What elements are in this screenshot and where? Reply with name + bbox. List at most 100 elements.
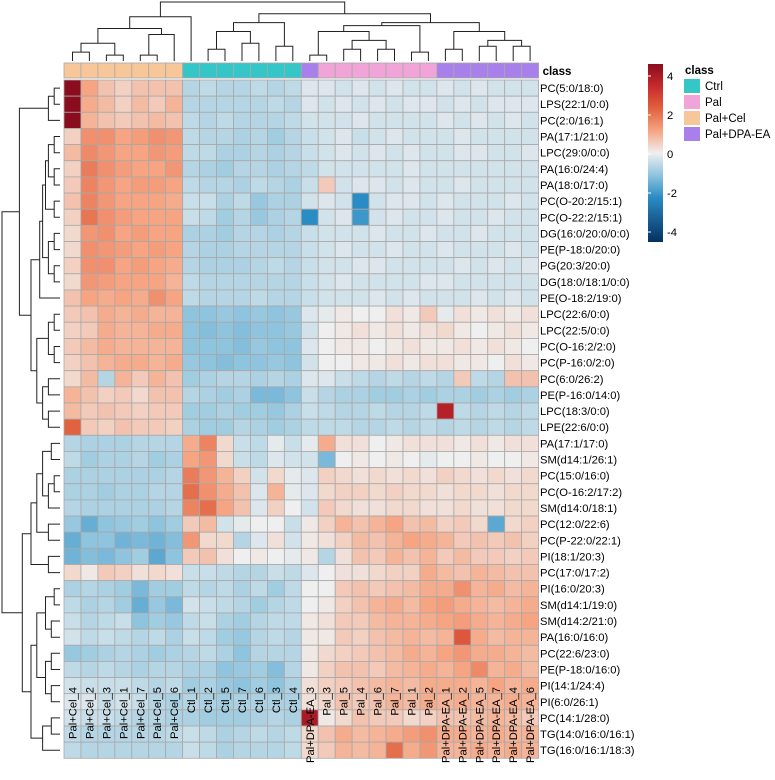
heatmap-cell	[233, 111, 251, 129]
dendrogram-branch	[53, 475, 60, 493]
heatmap-cell	[114, 418, 133, 436]
heatmap-cell	[63, 224, 82, 242]
heatmap-cell	[283, 451, 302, 469]
heatmap-cell	[402, 354, 421, 372]
heatmap-cell	[97, 95, 116, 113]
column-label: Pal_1	[406, 687, 418, 716]
row-label: SM(d14:0/18:1)	[540, 503, 617, 515]
class-annotation-cell	[351, 62, 370, 79]
heatmap-cell	[385, 644, 404, 662]
heatmap-cell	[114, 305, 133, 323]
heatmap-cell	[385, 434, 404, 452]
heatmap-cell	[80, 628, 99, 646]
heatmap-cell	[317, 95, 336, 113]
heatmap-cell	[487, 531, 506, 549]
heatmap-cell	[402, 370, 421, 388]
heatmap-cell	[233, 192, 251, 210]
heatmap-cell	[250, 644, 268, 662]
heatmap-cell	[97, 628, 116, 646]
heatmap-cell	[470, 176, 489, 194]
heatmap-cell	[521, 305, 540, 323]
heatmap-cell	[199, 596, 217, 614]
heatmap-cell	[148, 434, 167, 452]
heatmap-cell	[368, 451, 387, 469]
class-annotation-cell	[436, 62, 455, 79]
heatmap-cell	[199, 257, 217, 275]
dendrogram-branch	[258, 13, 431, 23]
heatmap-cell	[368, 370, 387, 388]
heatmap-cell	[182, 515, 200, 533]
heatmap-cell	[368, 386, 387, 404]
heatmap-cell	[97, 354, 116, 372]
heatmap-cell	[453, 354, 472, 372]
heatmap-cell	[317, 547, 336, 565]
class-annotation-cell	[80, 62, 99, 79]
heatmap-cell	[402, 596, 421, 614]
column-label: Pal+Cel_4	[67, 687, 79, 739]
heatmap-cell	[283, 531, 302, 549]
heatmap-cell	[283, 661, 302, 678]
heatmap-cell	[148, 370, 167, 388]
heatmap-cell	[385, 208, 404, 226]
dendrogram-branch	[30, 259, 40, 372]
heatmap-cell	[470, 628, 489, 646]
heatmap-cell	[504, 305, 523, 323]
heatmap-cell	[419, 418, 438, 436]
heatmap-cell	[470, 370, 489, 388]
heatmap-cell	[148, 467, 167, 485]
heatmap-cell	[334, 644, 353, 662]
row-label: PC(2:0/16:1)	[540, 115, 604, 127]
heatmap-cell	[419, 580, 438, 598]
heatmap-cell	[436, 434, 455, 452]
heatmap-cell	[351, 451, 370, 469]
heatmap-cell	[97, 370, 116, 388]
heatmap-cell	[436, 111, 455, 129]
heatmap-cell	[487, 305, 506, 323]
heatmap-cell	[199, 305, 217, 323]
heatmap-cell	[216, 111, 234, 129]
heatmap-cell	[504, 289, 523, 307]
heatmap-cell	[317, 402, 336, 420]
dendrogram-branch	[411, 51, 429, 61]
heatmap-cell	[504, 257, 523, 275]
heatmap-cell	[250, 128, 268, 145]
legend-title: class	[685, 65, 714, 77]
heatmap-cell	[199, 354, 217, 372]
heatmap-cell	[419, 483, 438, 501]
heatmap-cell	[266, 451, 285, 469]
heatmap-cell	[385, 176, 404, 194]
heatmap-cell	[131, 241, 150, 259]
heatmap-cell	[97, 176, 116, 194]
heatmap-cell	[368, 515, 387, 533]
heatmap-cell	[80, 483, 99, 501]
heatmap-cell	[233, 483, 251, 501]
heatmap-cell	[487, 499, 506, 517]
class-annotation-cell	[368, 62, 387, 79]
heatmap-cell	[80, 111, 99, 129]
heatmap-cell	[300, 192, 319, 210]
heatmap-cell	[368, 547, 387, 565]
heatmap-cell	[470, 192, 489, 210]
heatmap-cell	[131, 111, 150, 129]
heatmap-cell	[419, 354, 438, 372]
heatmap-cell	[487, 580, 506, 598]
heatmap-cell	[436, 144, 455, 162]
heatmap-cell	[317, 241, 336, 259]
heatmap-cell	[182, 79, 200, 97]
heatmap-cell	[368, 321, 387, 339]
heatmap-cell	[334, 321, 353, 339]
dendrogram-branch	[512, 45, 531, 61]
heatmap-cell	[317, 257, 336, 275]
row-label: PI(18:1/20:3)	[540, 551, 605, 563]
heatmap-cell	[385, 95, 404, 113]
heatmap-cell	[250, 661, 268, 678]
heatmap-cell	[368, 176, 387, 194]
heatmap-cell	[402, 176, 421, 194]
heatmap-cell	[283, 95, 302, 113]
heatmap-cell	[216, 531, 234, 549]
heatmap-cell	[250, 741, 268, 759]
heatmap-cell	[165, 224, 184, 242]
heatmap-cell	[233, 402, 251, 420]
heatmap-cell	[368, 531, 387, 549]
dendrogram-branch	[129, 16, 192, 61]
